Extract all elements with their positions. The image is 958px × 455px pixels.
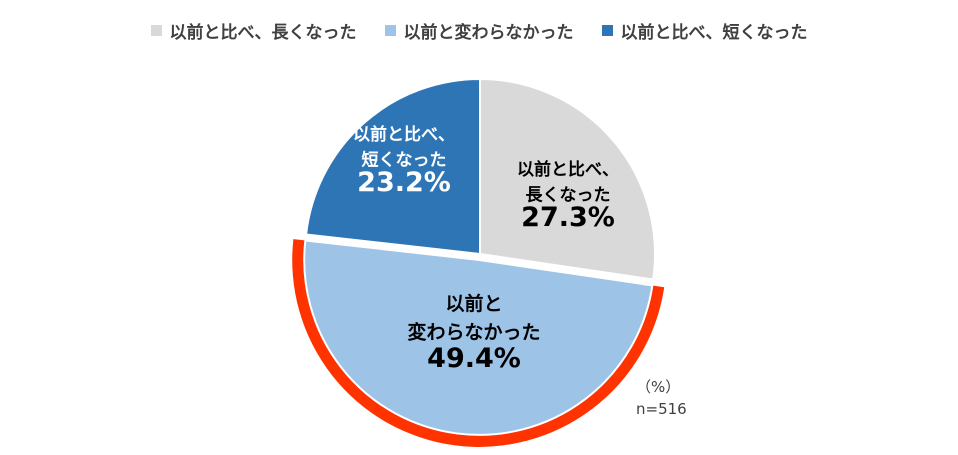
slice-category-label-1: 長くなった: [526, 186, 611, 206]
slice-value-label-3: 23.2%: [357, 167, 451, 198]
sample-size-label: n=516: [636, 400, 687, 418]
legend-swatch-3: [601, 25, 613, 36]
legend-label-1: 以前と比べ、長くなった: [169, 23, 357, 43]
pie-slice-3: [304, 77, 481, 256]
slice-category-label-1: 以前と比べ、: [517, 159, 619, 180]
legend-label-3: 以前と比べ、短くなった: [620, 23, 808, 43]
legend-item-1: 以前と比べ、長くなった: [150, 18, 357, 43]
legend-swatch-2: [384, 25, 396, 36]
slice-category-label-2: 変わらなかった: [407, 321, 540, 344]
slice-value-label-2: 49.4%: [427, 343, 521, 374]
slice-category-label-2: 以前と: [445, 292, 502, 315]
slice-value-label-1: 27.3%: [521, 202, 615, 233]
slice-category-label-3: 短くなった: [362, 150, 447, 171]
legend-label-2: 以前と変わらなかった: [403, 23, 574, 43]
legend-swatch-1: [150, 25, 162, 36]
chart-legend: 以前と比べ、長くなった 以前と変わらなかった 以前と比べ、短くなった: [0, 18, 958, 43]
legend-item-2: 以前と変わらなかった: [384, 18, 574, 43]
unit-label: （%）: [636, 378, 681, 396]
slice-category-label-3: 以前と比べ、: [353, 124, 455, 145]
pie-slice-2: [303, 239, 654, 436]
chart-note: （%） n=516: [636, 376, 687, 420]
legend-item-3: 以前と比べ、短くなった: [601, 18, 808, 43]
pie-slice-1: [479, 77, 656, 281]
